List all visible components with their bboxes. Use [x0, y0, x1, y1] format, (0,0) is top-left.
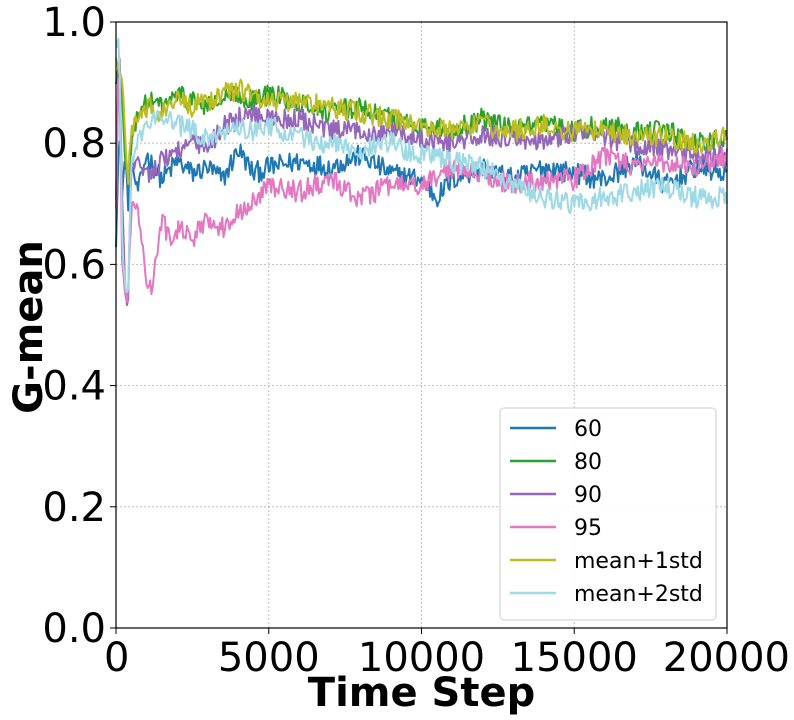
- y-tick-label-5: 1.0: [42, 0, 106, 46]
- y-tick-label-0: 0.0: [42, 606, 106, 652]
- legend-label-5: mean+2std: [574, 582, 703, 607]
- series-line-5: [115, 37, 728, 294]
- y-tick-label-3: 0.6: [42, 242, 106, 288]
- y-axis-label: G-mean: [6, 240, 52, 414]
- x-tick-label-0: 0: [104, 635, 129, 681]
- y-tick-label-2: 0.4: [42, 364, 106, 410]
- x-axis-ticks: 0 5000 10000 15000 20000: [104, 628, 790, 681]
- x-tick-label-4: 20000: [663, 635, 790, 681]
- x-tick-label-3: 15000: [511, 635, 638, 681]
- legend-label-2: 90: [574, 483, 602, 508]
- legend-label-3: 95: [574, 516, 602, 541]
- y-tick-label-1: 0.2: [42, 485, 106, 531]
- legend-label-1: 80: [574, 450, 602, 475]
- y-axis-ticks: 0.0 0.2 0.4 0.6 0.8 1.0: [42, 0, 116, 652]
- legend: 60 80 90 95 mean+1std mean+2std: [499, 407, 717, 621]
- series-line-3: [115, 77, 728, 303]
- series-lines: [115, 37, 728, 307]
- series-line-4: [115, 57, 728, 185]
- y-tick-label-4: 0.8: [42, 121, 106, 167]
- series-line-0: [115, 140, 728, 248]
- x-tick-label-1: 5000: [218, 635, 320, 681]
- legend-label-4: mean+1std: [574, 549, 703, 574]
- x-axis-label: Time Step: [308, 670, 535, 716]
- x-tick-label-2: 10000: [358, 635, 485, 681]
- legend-label-0: 60: [574, 417, 602, 442]
